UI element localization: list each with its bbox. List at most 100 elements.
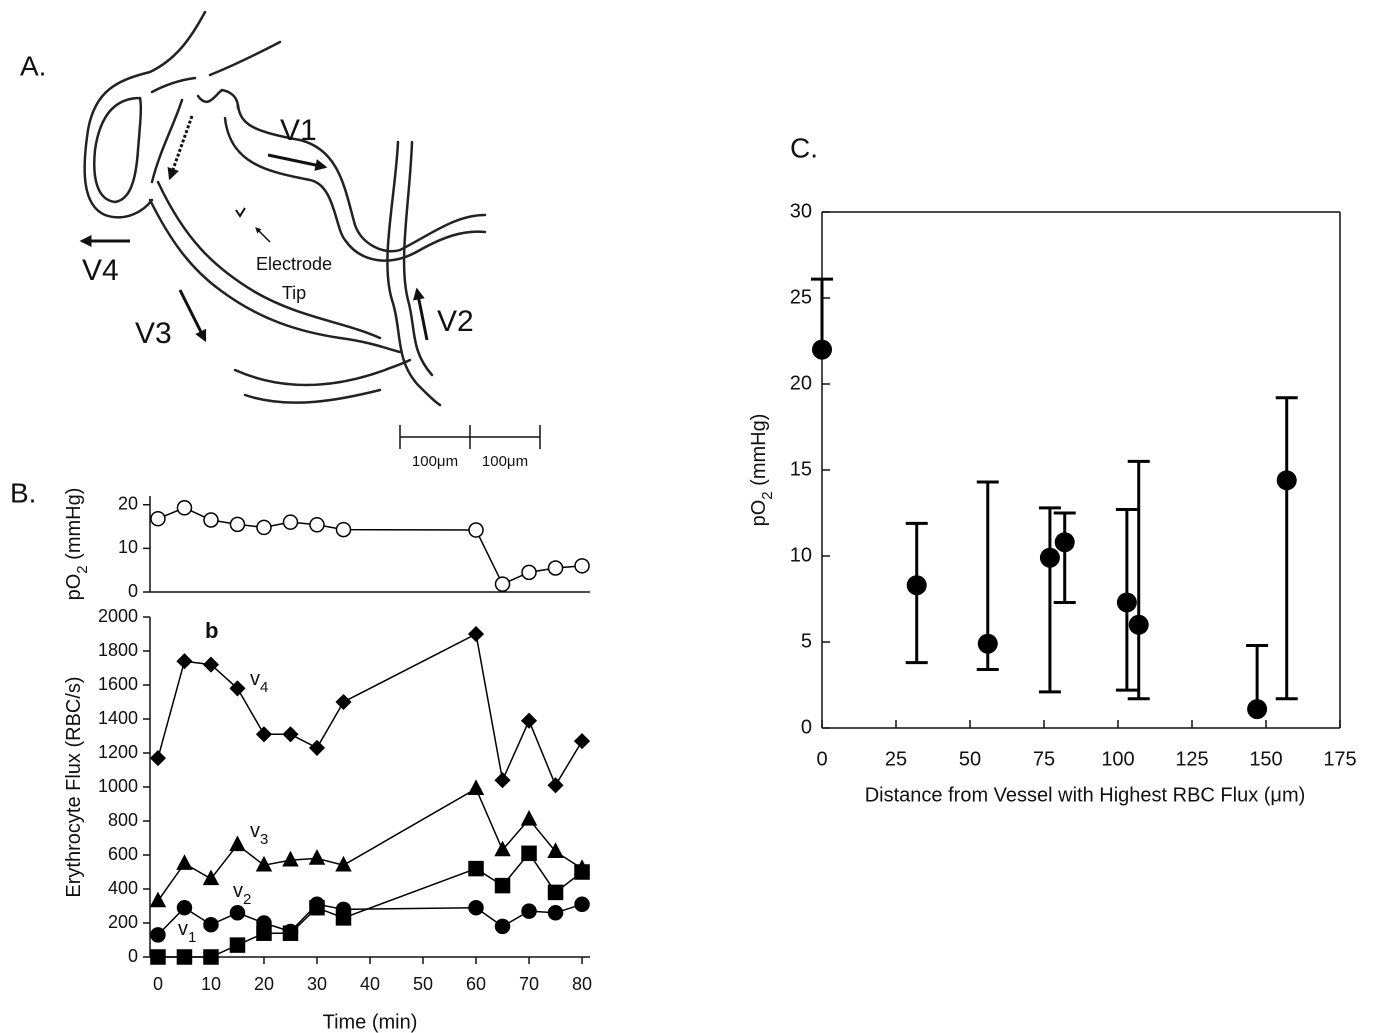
- x-tick-label: 50: [413, 974, 433, 994]
- marker: [494, 877, 511, 894]
- y-tick-label: 10: [790, 544, 812, 566]
- panel-label: B.: [10, 477, 36, 508]
- marker: [574, 864, 590, 880]
- marker: [203, 949, 219, 965]
- marker: [521, 564, 537, 581]
- marker: [573, 733, 591, 750]
- marker: [203, 512, 219, 528]
- vessel-label: V1: [280, 114, 317, 147]
- y-tick-label: 30: [790, 200, 812, 222]
- marker: [149, 750, 167, 767]
- marker: [282, 726, 299, 743]
- vessel-label: V3: [135, 317, 172, 350]
- x-tick-label: 100: [1101, 748, 1134, 770]
- marker: [547, 905, 564, 921]
- x-tick-label: 40: [360, 974, 380, 994]
- point: [1039, 547, 1060, 568]
- x-tick-label: 20: [254, 974, 274, 994]
- marker: [494, 576, 511, 592]
- marker: [203, 916, 219, 933]
- marker: [229, 516, 246, 533]
- y-axis-label: pO2 (mmHg): [63, 488, 91, 601]
- point: [906, 575, 927, 596]
- x-tick-label: 0: [816, 748, 827, 770]
- marker: [521, 845, 537, 862]
- x-tick-label: 60: [466, 974, 486, 994]
- x-tick-label: 50: [959, 748, 981, 770]
- marker: [149, 891, 167, 908]
- marker: [229, 835, 246, 852]
- marker: [467, 779, 485, 796]
- y-tick-label: 1800: [98, 640, 138, 660]
- x-tick-label: 75: [1033, 748, 1055, 770]
- marker: [202, 656, 220, 673]
- marker: [255, 726, 273, 743]
- marker: [256, 519, 272, 536]
- y-tick-label: 20: [790, 372, 812, 394]
- marker: [308, 849, 326, 865]
- marker: [574, 558, 590, 574]
- marker: [309, 899, 325, 916]
- y-tick-label: 600: [108, 844, 138, 864]
- marker: [547, 842, 564, 858]
- panel-label: A.: [20, 50, 46, 81]
- marker: [468, 899, 484, 916]
- marker: [574, 896, 590, 913]
- y-tick-label: 2000: [98, 606, 138, 626]
- y-tick-label: 1200: [98, 742, 138, 762]
- marker: [467, 625, 485, 643]
- marker: [468, 522, 484, 538]
- x-tick-label: 0: [153, 974, 163, 994]
- x-axis-label: Distance from Vessel with Highest RBC Fl…: [865, 784, 1306, 806]
- point: [977, 633, 998, 654]
- series-line: [157, 787, 583, 902]
- y-tick-label: 10: [118, 537, 138, 557]
- marker: [521, 903, 537, 919]
- y-tick-label: 0: [128, 946, 138, 966]
- marker: [308, 739, 326, 756]
- point: [1054, 532, 1075, 553]
- marker: [520, 712, 538, 729]
- point: [1247, 699, 1268, 720]
- marker: [176, 899, 193, 916]
- marker: [256, 925, 272, 941]
- x-tick-label: 175: [1323, 748, 1356, 770]
- y-tick-label: 0: [128, 581, 138, 601]
- x-tick-label: 10: [201, 974, 221, 994]
- point: [1276, 470, 1297, 491]
- x-tick-label: 80: [572, 974, 592, 994]
- marker: [229, 680, 246, 697]
- x-tick-label: 30: [307, 974, 327, 994]
- marker: [176, 949, 193, 965]
- scale-label: 100μm: [482, 453, 528, 470]
- x-tick-label: 70: [519, 974, 539, 994]
- x-tick-label: 25: [885, 748, 907, 770]
- marker: [150, 927, 166, 943]
- marker: [494, 840, 511, 857]
- marker: [229, 937, 246, 953]
- marker: [494, 772, 511, 789]
- marker: [150, 949, 166, 965]
- marker: [520, 809, 538, 826]
- marker: [282, 850, 299, 867]
- marker: [335, 521, 352, 538]
- y-axis-label: pO2 (mmHg): [748, 414, 776, 527]
- scale-label: 100μm: [412, 453, 458, 470]
- marker: [255, 855, 273, 872]
- point: [1128, 614, 1149, 635]
- vessel-label: V4: [82, 254, 119, 287]
- annotation: b: [205, 618, 218, 643]
- x-tick-label: 150: [1249, 748, 1282, 770]
- y-tick-label: 5: [801, 630, 812, 652]
- series-label: v1: [178, 918, 196, 946]
- y-tick-label: 1600: [98, 674, 138, 694]
- series-line: [157, 632, 583, 787]
- marker: [309, 517, 325, 533]
- y-tick-label: 0: [801, 716, 812, 738]
- marker: [335, 910, 352, 926]
- marker: [335, 855, 352, 872]
- series-line: [157, 903, 583, 936]
- marker: [176, 500, 193, 516]
- marker: [282, 925, 299, 941]
